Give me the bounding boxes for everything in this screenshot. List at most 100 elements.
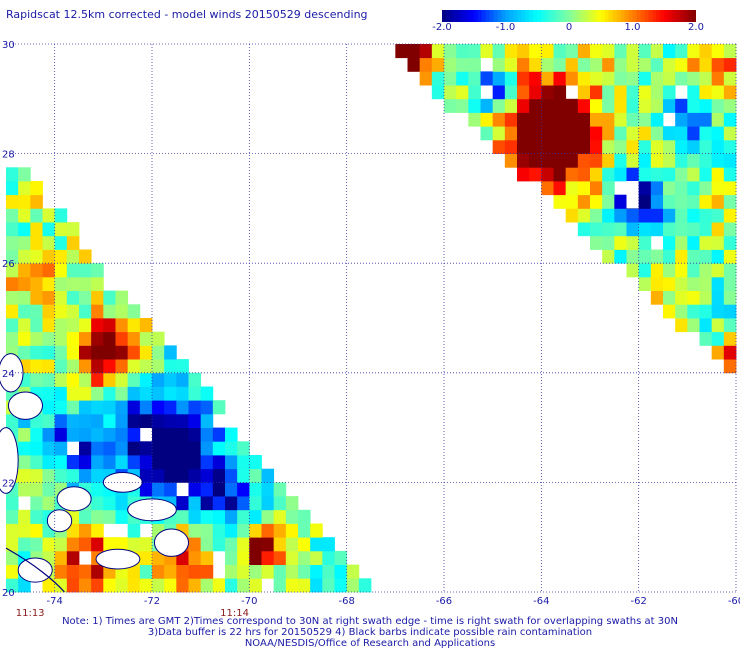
heatmap-cell — [225, 578, 238, 593]
heatmap-cell — [723, 208, 737, 223]
heatmap-cell — [723, 235, 737, 250]
heatmap-cell — [602, 57, 615, 72]
heatmap-cell — [614, 57, 627, 72]
heatmap-cell — [699, 263, 713, 278]
heatmap-cell — [480, 112, 494, 127]
heatmap-cell — [553, 112, 567, 127]
heatmap-cell — [626, 44, 640, 59]
heatmap-cell — [66, 386, 80, 401]
heatmap-cell — [675, 235, 688, 250]
heatmap-cell — [66, 345, 80, 360]
heatmap-cell — [18, 455, 31, 470]
heatmap-cell — [711, 263, 725, 278]
heatmap-cell — [541, 71, 554, 86]
heatmap-cell — [638, 57, 652, 72]
heatmap-cell — [212, 509, 226, 524]
heatmap-cell — [176, 496, 189, 511]
heatmap-cell — [115, 537, 129, 552]
colorbar-tick-label: 1.0 — [624, 22, 641, 33]
heatmap-cell — [225, 523, 238, 538]
heatmap-cell — [590, 181, 603, 196]
heatmap-cell — [212, 468, 226, 483]
x-tick-label: -70 — [241, 596, 257, 607]
heatmap-cell — [30, 290, 43, 305]
heatmap-cell — [6, 523, 19, 538]
heatmap-cell — [66, 304, 80, 319]
heatmap-cell — [723, 345, 737, 360]
heatmap-cell — [553, 126, 567, 141]
heatmap-cell — [553, 98, 567, 113]
heatmap-cell — [723, 98, 737, 113]
heatmap-cell — [139, 331, 153, 346]
heatmap-cell — [663, 263, 676, 278]
colorbar-segment — [644, 10, 649, 22]
heatmap-cell — [638, 153, 652, 168]
heatmap-cell — [517, 167, 530, 182]
heatmap-cell — [504, 112, 518, 127]
heatmap-cell — [103, 509, 116, 524]
heatmap-cell — [298, 509, 311, 524]
colorbar-segment — [680, 10, 685, 22]
heatmap-cell — [626, 153, 640, 168]
heatmap-cell — [115, 359, 129, 374]
colorbar-segment — [525, 10, 530, 22]
heatmap-cell — [30, 181, 43, 196]
heatmap-cell — [298, 550, 311, 565]
heatmap-cell — [310, 578, 323, 593]
heatmap-cell — [91, 468, 104, 483]
heatmap-cell — [711, 208, 725, 223]
heatmap-cell — [54, 222, 68, 237]
heatmap-cell — [30, 318, 43, 333]
heatmap-cell — [176, 509, 189, 524]
heatmap-cell — [663, 71, 676, 86]
heatmap-cell — [492, 44, 506, 59]
heatmap-cell — [261, 537, 275, 552]
heatmap-cell — [565, 112, 579, 127]
heatmap-cell — [504, 85, 518, 100]
heatmap-cell — [273, 509, 287, 524]
heatmap-cell — [577, 98, 591, 113]
heatmap-cell — [91, 413, 104, 428]
heatmap-cell — [225, 509, 238, 524]
heatmap-cell — [310, 523, 323, 538]
heatmap-cell — [602, 71, 615, 86]
heatmap-cell — [699, 290, 713, 305]
heatmap-cell — [663, 153, 676, 168]
heatmap-cell — [687, 276, 700, 291]
heatmap-cell — [127, 578, 141, 593]
colorbar-segment — [557, 10, 562, 22]
colorbar-tick-label: -2.0 — [432, 22, 452, 33]
heatmap-cell — [431, 85, 445, 100]
heatmap-cell — [602, 249, 615, 264]
colorbar-segment — [604, 10, 610, 22]
heatmap-cell — [139, 482, 153, 497]
heatmap-cell — [188, 537, 202, 552]
heatmap-cell — [310, 550, 323, 565]
heatmap-cell — [711, 167, 725, 182]
colorbar-segment — [616, 10, 622, 22]
heatmap-cell — [723, 331, 737, 346]
heatmap-cell — [66, 318, 80, 333]
heatmap-cell — [164, 413, 177, 428]
heatmap-cell — [18, 222, 31, 237]
heatmap-cell — [79, 318, 92, 333]
heatmap-cell — [310, 537, 323, 552]
colorbar-segment — [473, 10, 479, 22]
heatmap-cell — [577, 222, 591, 237]
heatmap-cell — [687, 98, 700, 113]
heatmap-cell — [30, 208, 43, 223]
colorbar-segment — [517, 10, 522, 22]
heatmap-cell — [492, 126, 506, 141]
heatmap-cell — [115, 386, 129, 401]
colorbar-segment — [664, 10, 669, 22]
heatmap-cell — [66, 331, 80, 346]
heatmap-cell — [675, 71, 688, 86]
heatmap-cell — [261, 564, 275, 579]
heatmap-cell — [188, 441, 202, 456]
heatmap-cell — [444, 98, 457, 113]
heatmap-cell — [91, 482, 104, 497]
heatmap-cell — [687, 44, 700, 59]
colorbar-segment — [545, 10, 550, 22]
heatmap-cell — [553, 57, 567, 72]
heatmap-cell — [285, 564, 299, 579]
